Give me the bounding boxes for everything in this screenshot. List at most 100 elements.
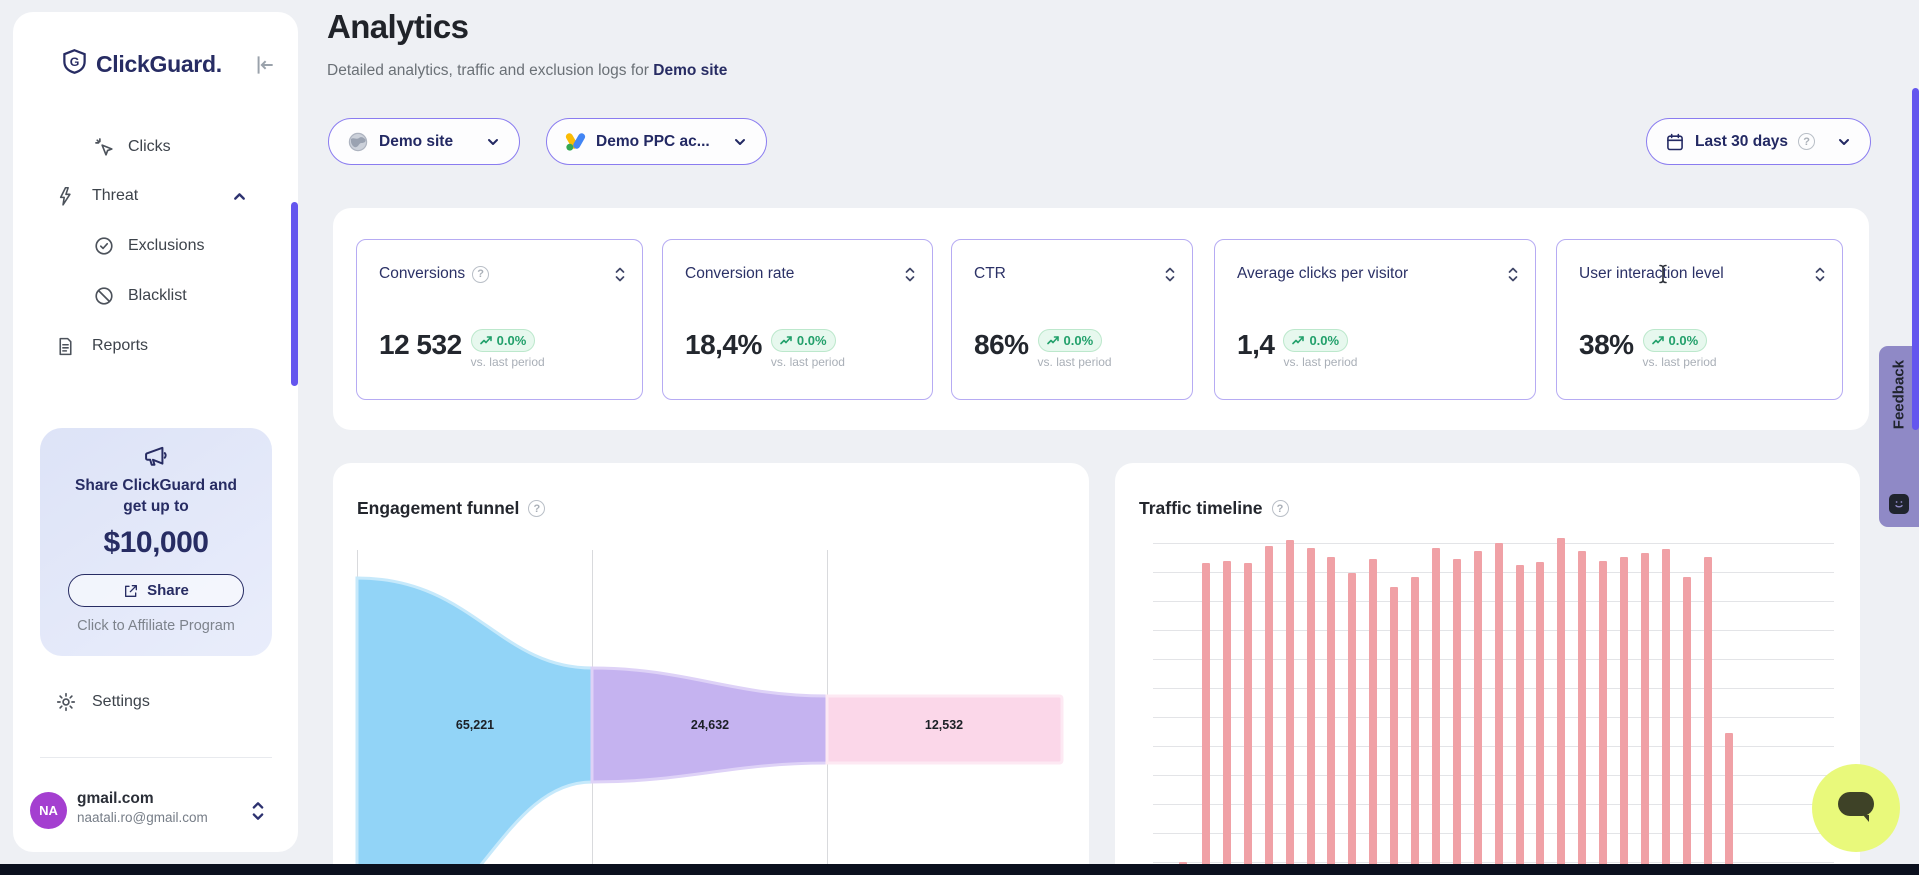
sidebar-collapse-button[interactable] [251, 52, 277, 83]
metric-selector-icon[interactable] [1164, 266, 1176, 283]
metric-selector-icon[interactable] [614, 266, 626, 283]
shield-logo-icon: G [61, 48, 88, 80]
brand-logo: G ClickGuard. [61, 48, 222, 80]
sidebar-item-reports[interactable]: Reports [13, 326, 298, 366]
gridline [1153, 572, 1834, 573]
traffic-bar [1557, 538, 1566, 875]
sidebar-item-exclusions[interactable]: Exclusions [13, 226, 298, 266]
metric-selector-icon[interactable] [1507, 266, 1519, 283]
kpi-value: 86% [974, 329, 1029, 360]
traffic-bar [1264, 546, 1273, 875]
ppc-account-dropdown[interactable]: Demo PPC ac... [546, 118, 767, 165]
traffic-bar [1620, 557, 1628, 875]
trend-up-icon [1046, 336, 1059, 345]
traffic-bar [1599, 561, 1608, 875]
external-link-icon [125, 584, 138, 597]
kpi-label: CTR [974, 265, 1006, 282]
metric-selector-icon[interactable] [1814, 266, 1826, 283]
kpi-card-average-clicks: Average clicks per visitor 1,4 0.0% vs. … [1214, 239, 1536, 400]
gridline [1153, 717, 1834, 718]
page-subtitle-site: Demo site [653, 62, 728, 79]
cursor-click-icon [93, 136, 115, 158]
help-icon[interactable]: ? [472, 265, 490, 283]
traffic-bar [1536, 562, 1545, 875]
chat-bubble-icon [1838, 792, 1874, 822]
kpi-change-value: 0.0% [796, 333, 827, 348]
sidebar-item-label: Clicks [128, 138, 171, 155]
kpi-card-conversions: Conversions ? 12 532 0.0% vs. last perio… [356, 239, 643, 400]
chevron-updown-icon [249, 798, 267, 829]
badge-check-icon [93, 235, 115, 257]
traffic-bar [1390, 587, 1399, 875]
traffic-bar [1243, 563, 1252, 875]
traffic-bar [1452, 559, 1461, 875]
promo-headline-line1: Share ClickGuard and [75, 477, 237, 494]
traffic-bar [1222, 561, 1231, 875]
page-scrollbar-thumb[interactable] [1912, 88, 1919, 430]
sidebar-item-settings[interactable]: Settings [13, 682, 298, 722]
sidebar-item-clicks[interactable]: Clicks [13, 127, 298, 167]
site-filter-dropdown[interactable]: Demo site [328, 118, 520, 165]
sidebar-item-threat[interactable]: Threat [13, 176, 298, 216]
bottom-edge-bar [0, 864, 1919, 875]
text-cursor [1657, 264, 1669, 289]
gridline [1153, 543, 1834, 544]
chat-launcher-button[interactable] [1812, 764, 1900, 852]
kpi-label: Conversions [379, 265, 466, 282]
help-icon[interactable]: ? [528, 500, 546, 517]
promo-headline-line2: get up to [123, 498, 189, 515]
help-icon[interactable]: ? [1271, 500, 1289, 517]
kpi-change-value: 0.0% [1309, 333, 1340, 348]
trend-up-icon [479, 336, 492, 345]
ban-icon [93, 285, 115, 307]
traffic-timeline-card: Traffic timeline ? [1115, 463, 1860, 875]
account-email: naatali.ro@gmail.com [77, 810, 208, 825]
account-switcher[interactable]: NA gmail.com naatali.ro@gmail.com [13, 786, 298, 846]
traffic-bar [1411, 577, 1419, 875]
lightning-icon [55, 186, 76, 207]
megaphone-icon [40, 442, 272, 475]
traffic-bar [1285, 540, 1294, 875]
date-range-dropdown[interactable]: Last 30 days ? [1646, 118, 1871, 165]
funnel-stage-value: 12,532 [924, 718, 964, 732]
trend-up-icon [780, 336, 792, 345]
google-ads-icon [565, 133, 586, 151]
promo-amount: $10,000 [103, 526, 209, 559]
kpi-caption: vs. last period [1037, 355, 1112, 369]
traffic-bar [1682, 577, 1691, 875]
gridline [1153, 862, 1834, 863]
traffic-bar [1473, 551, 1482, 875]
share-button[interactable]: Share [68, 574, 244, 607]
traffic-bar [1703, 557, 1712, 875]
chevron-down-icon [485, 134, 501, 150]
sidebar-item-blacklist[interactable]: Blacklist [13, 276, 298, 316]
metric-selector-icon[interactable] [904, 266, 916, 283]
page-title: Analytics [327, 8, 469, 45]
affiliate-program-link[interactable]: Click to Affiliate Program [77, 618, 235, 634]
sidebar-item-label: Settings [92, 693, 150, 710]
chevron-up-icon[interactable] [231, 188, 248, 205]
traffic-bar [1494, 543, 1503, 875]
account-name: gmail.com [77, 790, 154, 807]
kpi-caption: vs. last period [470, 355, 545, 369]
gridline [1153, 659, 1834, 660]
traffic-bar [1306, 548, 1315, 875]
avatar: NA [30, 792, 67, 829]
gridline [1153, 775, 1834, 776]
kpi-change-badge: 0.0% [770, 329, 836, 352]
sidebar-divider [40, 757, 272, 758]
funnel-stage-value: 24,632 [690, 718, 730, 732]
kpi-label: Average clicks per visitor [1237, 265, 1409, 282]
gridline [1153, 746, 1834, 747]
calendar-icon [1667, 133, 1683, 150]
kpi-label: User interaction level [1579, 265, 1724, 282]
trend-up-icon [1651, 336, 1664, 345]
help-icon[interactable]: ? [1798, 133, 1816, 150]
sidebar-item-label: Reports [92, 337, 149, 354]
sidebar-scrollbar-thumb[interactable] [291, 202, 298, 386]
kpi-change-badge: 0.0% [1037, 329, 1103, 352]
chevron-down-icon [732, 134, 748, 150]
gridline [1153, 630, 1834, 631]
gear-icon [55, 691, 77, 713]
kpi-caption: vs. last period [1283, 355, 1358, 369]
